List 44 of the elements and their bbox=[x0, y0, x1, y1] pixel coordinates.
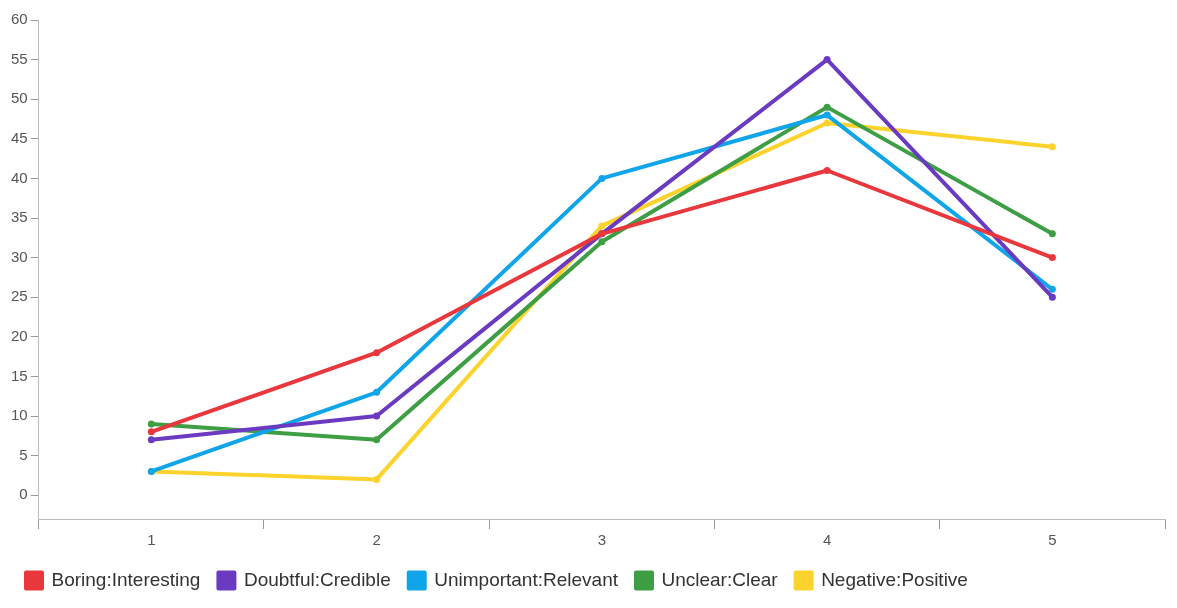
point bbox=[147, 420, 155, 428]
x-tick-label: 4 bbox=[822, 531, 832, 549]
point bbox=[1048, 143, 1056, 151]
point bbox=[147, 428, 155, 436]
point bbox=[1048, 285, 1056, 293]
y-tick-label: 30 bbox=[11, 247, 28, 265]
legend-label: Doubtful:Credible bbox=[243, 568, 391, 590]
point bbox=[598, 238, 606, 246]
legend-label: Unimportant:Relevant bbox=[434, 568, 619, 590]
x-tick-label: 5 bbox=[1048, 531, 1057, 549]
y-tick-label: 45 bbox=[11, 128, 28, 146]
legend-label: Negative:Positive bbox=[821, 568, 968, 590]
point bbox=[373, 412, 381, 420]
point bbox=[823, 56, 831, 64]
point bbox=[373, 475, 381, 483]
point bbox=[823, 111, 831, 119]
y-tick-label: 20 bbox=[11, 326, 28, 344]
point bbox=[147, 436, 155, 444]
point bbox=[373, 388, 381, 396]
y-tick-label: 35 bbox=[11, 208, 28, 226]
y-tick-label: 55 bbox=[11, 49, 28, 67]
point bbox=[823, 119, 831, 127]
y-tick-label: 50 bbox=[11, 89, 28, 107]
x-tick-label: 1 bbox=[147, 531, 156, 549]
point bbox=[823, 103, 831, 111]
y-tick-label: 15 bbox=[11, 366, 28, 384]
point bbox=[823, 166, 831, 174]
y-tick-label: 5 bbox=[19, 445, 28, 463]
y-tick-label: 10 bbox=[11, 406, 28, 424]
y-tick-label: 0 bbox=[19, 485, 28, 503]
legend-label: Unclear:Clear bbox=[661, 568, 779, 590]
point bbox=[598, 174, 606, 182]
legend-label: Boring:Interesting bbox=[51, 568, 201, 590]
point bbox=[373, 436, 381, 444]
point bbox=[373, 349, 381, 357]
point bbox=[1048, 254, 1056, 262]
y-tick-label: 60 bbox=[11, 10, 28, 28]
y-tick-label: 25 bbox=[11, 287, 28, 305]
y-tick-label: 40 bbox=[11, 168, 28, 186]
point bbox=[598, 222, 606, 230]
point bbox=[1048, 293, 1056, 301]
x-tick-label: 2 bbox=[372, 531, 381, 549]
point bbox=[1048, 230, 1056, 238]
x-tick-label: 3 bbox=[597, 531, 607, 549]
